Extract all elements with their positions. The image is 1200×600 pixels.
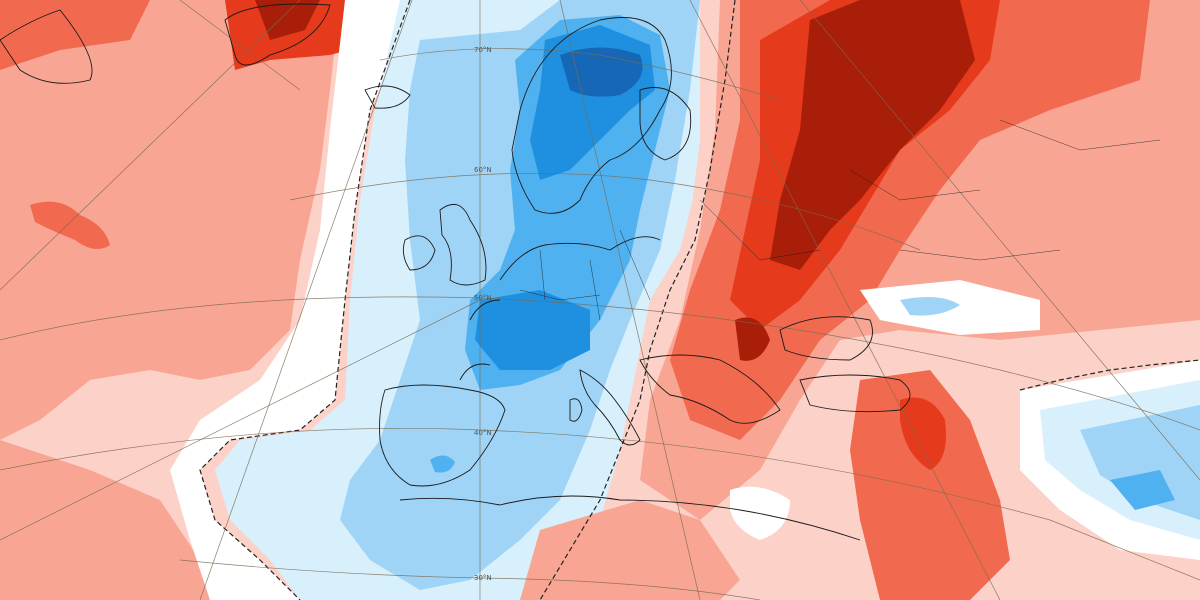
black-sea-coast (779, 316, 873, 361)
north-africa-warm (520, 500, 740, 600)
latitude-label-40n: 40°N (474, 429, 492, 437)
sardinia-coast (569, 398, 583, 422)
finland-coast (639, 87, 692, 161)
iberia-cold-patch (430, 455, 455, 473)
france-cold-core (475, 290, 590, 370)
meridian-line (0, 299, 481, 541)
zero-contour-west (199, 0, 411, 600)
atlantic-warm-patch (30, 201, 110, 249)
greenland-coast-east (224, 3, 331, 66)
atlantic-lower-warm (0, 440, 210, 600)
latitude-label-50n: 50°N (474, 294, 492, 302)
italy-coast (579, 369, 641, 446)
meridian-line (0, 0, 301, 291)
zero-contour-east (539, 0, 736, 600)
parallel-line (0, 427, 1200, 581)
far-east-cold-strong (1110, 470, 1175, 510)
north-africa-coast (399, 495, 861, 541)
parallel-line (379, 48, 781, 101)
iberia-coast (379, 384, 506, 487)
meridian-line (799, 0, 1200, 481)
balkans-coast (639, 354, 781, 424)
latitude-label-30n: 30°N (474, 574, 492, 582)
latitude-label-70n: 70°N (474, 46, 492, 54)
scandinavia-coast (511, 17, 672, 214)
greenland-coast (0, 9, 93, 84)
parallel-line (289, 173, 921, 251)
meridian-line (179, 0, 301, 91)
ireland-coast (402, 235, 436, 271)
balkan-warm-deep (735, 317, 770, 361)
greenland-deep-warm (255, 0, 320, 40)
atlantic-warm-area (0, 0, 340, 440)
middle-east-warm (900, 397, 946, 470)
country-borders (519, 119, 1161, 321)
caucasus-cold (900, 296, 960, 316)
turkey-coast (799, 374, 911, 413)
meridian-line (689, 0, 1001, 600)
continental-coast (459, 236, 661, 381)
parallel-line (179, 559, 761, 600)
west-atlantic-warm (0, 0, 150, 70)
britain-coast (439, 203, 487, 286)
latitude-label-60n: 60°N (474, 166, 492, 174)
meridian-line (199, 0, 413, 600)
parallel-line (0, 296, 1200, 431)
east-warm-extreme (770, 0, 975, 270)
iceland-coast (364, 85, 411, 109)
neutral-band-west (170, 0, 420, 600)
meridian-line (559, 0, 701, 600)
zero-contour-far-east (1019, 359, 1200, 391)
